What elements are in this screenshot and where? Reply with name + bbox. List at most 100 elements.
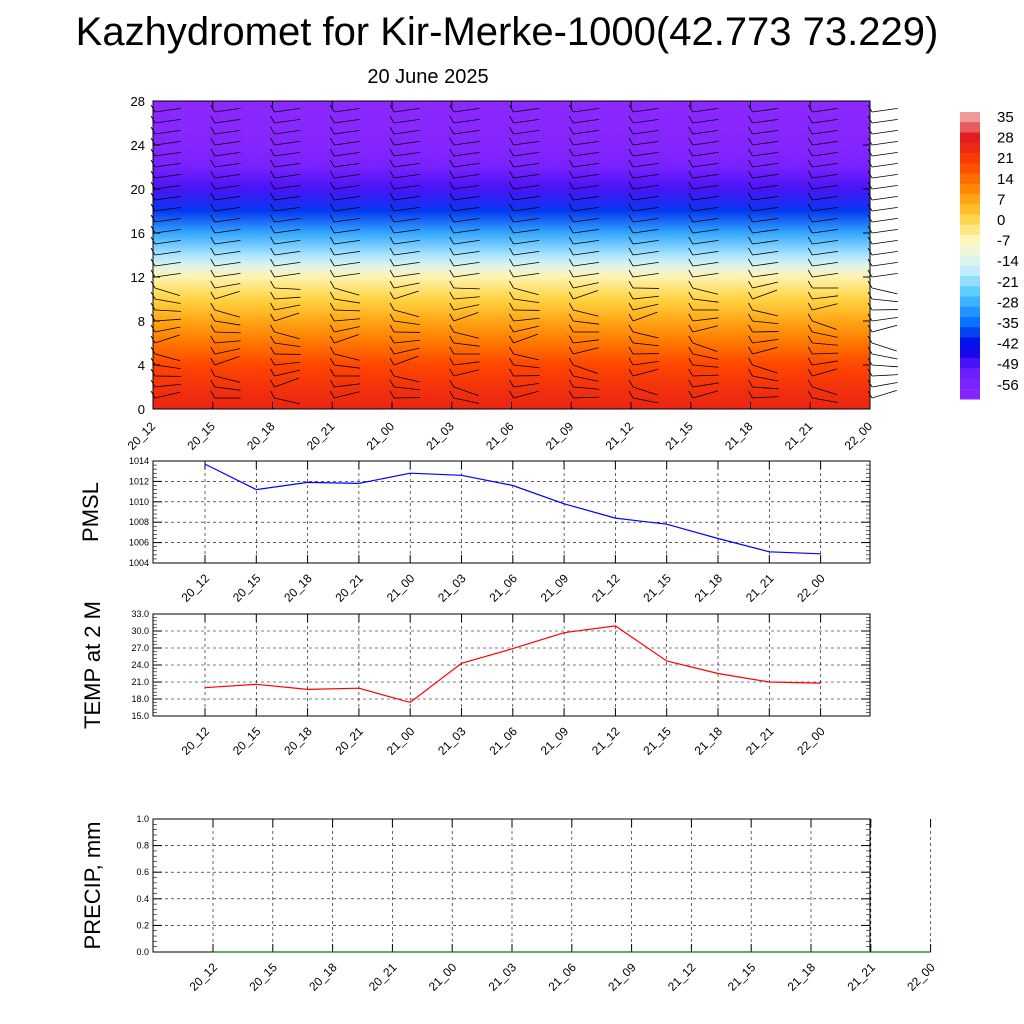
wind-barb-flag: [568, 247, 574, 256]
wind-barb-shaft: [393, 386, 420, 391]
wind-barb-flag: [628, 280, 634, 289]
wind-barb-flag: [748, 137, 753, 146]
x-tick-label: 21_06: [545, 960, 579, 994]
wind-barb-shaft: [334, 298, 360, 304]
wind-barb-flag: [389, 126, 395, 135]
wind-barb-shaft: [393, 272, 420, 278]
wind-barb-shaft: [393, 217, 420, 223]
wind-barb-flag: [748, 269, 753, 278]
wind-barb-shaft: [513, 333, 539, 344]
wind-barb-shaft: [752, 261, 779, 267]
wind-barb-shaft: [812, 368, 838, 377]
wind-barb-flag: [568, 192, 574, 201]
wind-barb-flag: [748, 225, 753, 234]
wind-barb-shaft: [632, 261, 659, 267]
colorbar-swatch: [960, 255, 980, 267]
wind-barb-flag: [389, 324, 395, 333]
wind-barb-shaft: [214, 320, 241, 326]
wind-barb-shaft: [812, 320, 837, 330]
wind-barb-flag: [270, 390, 275, 399]
wind-barb-flag: [509, 225, 514, 234]
wind-barb-flag: [329, 214, 335, 223]
wind-barb-flag: [270, 236, 275, 245]
wind-barb-shaft: [752, 206, 779, 212]
wind-barb-shaft: [154, 326, 181, 333]
wind-barb-shaft: [274, 173, 301, 179]
wind-barb-shaft: [692, 353, 719, 360]
wind-barb-flag: [568, 148, 574, 157]
wind-barb-shaft: [334, 383, 361, 388]
wind-barb-shaft: [334, 107, 361, 113]
chart-subtitle: 20 June 2025: [367, 66, 489, 88]
colorbar-swatch: [960, 347, 980, 359]
wind-barb-shaft: [692, 151, 719, 157]
x-tick-label: 21_12: [589, 724, 623, 758]
wind-barb-shaft: [214, 283, 241, 289]
wind-barb-shaft: [214, 217, 241, 223]
wind-barb-flag: [210, 313, 216, 322]
wind-barb-flag: [748, 346, 753, 355]
wind-barb-shaft: [334, 391, 360, 399]
wind-barb-shaft: [274, 228, 301, 234]
wind-barb-shaft: [393, 184, 420, 190]
x-tick-label: 21_03: [435, 724, 469, 758]
wind-barb-shaft: [692, 107, 719, 113]
wind-barb-flag: [688, 104, 694, 113]
wind-barb-shaft: [513, 382, 540, 388]
wind-barb-shaft: [513, 217, 540, 223]
y-tick-label: 1008: [129, 517, 149, 527]
wind-barb-flag: [628, 170, 634, 179]
wind-barb-shaft: [154, 261, 181, 267]
wind-barb-flag: [688, 291, 694, 300]
colorbar-label: 21: [997, 150, 1014, 167]
y-tick-label: 0: [138, 402, 145, 417]
wind-barb-flag: [807, 104, 813, 113]
x-tick-label: 21_06: [486, 571, 520, 605]
wind-barb-flag: [329, 258, 335, 267]
wind-barb-shaft: [871, 364, 898, 368]
wind-barb-shaft: [692, 298, 719, 303]
wind-barb-shaft: [214, 173, 241, 179]
wind-barb-flag: [389, 390, 395, 399]
wind-barb-flag: [568, 159, 574, 168]
x-tick-label: 20_12: [125, 419, 159, 453]
wind-barb-shaft: [393, 309, 420, 318]
wind-barb-flag: [329, 115, 335, 124]
colorbar-label: 7: [997, 191, 1005, 208]
wind-barb-shaft: [453, 140, 480, 146]
wind-barb-shaft: [393, 339, 420, 344]
wind-barb-flag: [807, 225, 813, 234]
colorbar-swatch: [960, 306, 980, 318]
wind-barb-flag: [748, 181, 753, 190]
wind-barb-shaft: [154, 173, 181, 179]
heatmap-field: [153, 101, 870, 409]
wind-barb-shaft: [752, 338, 779, 344]
temp-2m-series-line: [204, 625, 821, 704]
y-tick-label: 0.0: [136, 947, 149, 957]
wind-barb-shaft: [632, 162, 659, 168]
wind-barb-shaft: [513, 162, 540, 168]
wind-barb-shaft: [453, 342, 480, 347]
precip-frame: [152, 818, 871, 953]
wind-barb-flag: [748, 324, 753, 333]
wind-barb-flag: [449, 104, 455, 113]
pmsl-frame: [152, 460, 871, 564]
wind-barb-shaft: [573, 162, 600, 168]
wind-barb-shaft: [632, 129, 659, 135]
x-tick-label: 21_00: [364, 419, 398, 453]
wind-barb-flag: [807, 291, 813, 300]
wind-barb-shaft: [274, 377, 300, 388]
wind-barb-flag: [449, 236, 455, 245]
wind-barb-flag: [568, 203, 574, 212]
wind-barb-shaft: [393, 173, 420, 179]
wind-barb-flag: [210, 335, 216, 344]
wind-barb-shaft: [154, 195, 181, 201]
wind-barb-flag: [748, 159, 753, 168]
wind-barb-shaft: [871, 184, 898, 190]
wind-barb-flag: [389, 291, 395, 300]
wind-barb-flag: [568, 181, 574, 190]
wind-barb-flag: [389, 368, 395, 377]
wind-barb-flag: [449, 170, 455, 179]
wind-barb-flag: [210, 192, 216, 201]
wind-barb-shaft: [632, 228, 659, 234]
